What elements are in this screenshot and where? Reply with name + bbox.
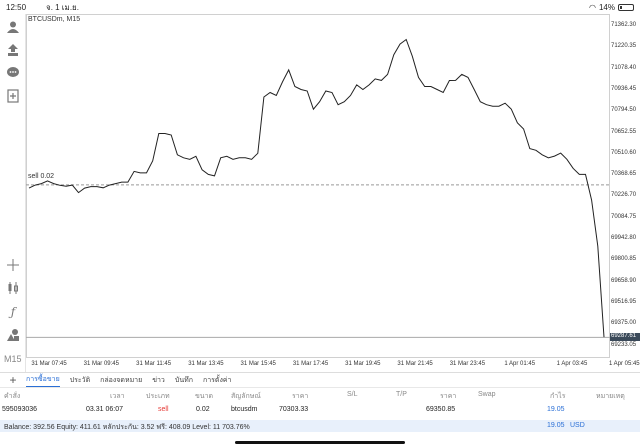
balance-text: Balance: 392.56 Equity: 411.61 หลักประกั… xyxy=(4,424,250,431)
timeframe-button[interactable]: M15 xyxy=(4,354,22,364)
y-tick-label: 69516.95 xyxy=(611,298,637,305)
y-tick-label: 69942.80 xyxy=(611,235,637,241)
y-tick-label: 69658.90 xyxy=(611,277,637,284)
tab-journal[interactable]: บันทึก xyxy=(174,376,193,384)
x-tick-label: 1 Apr 01:45 xyxy=(504,361,536,367)
status-date: จ. 1 เม.ย. xyxy=(46,2,79,12)
y-tick-label: 70226.70 xyxy=(611,192,637,199)
x-tick-label: 31 Mar 23:45 xyxy=(449,361,486,367)
y-tick-label: 70652.55 xyxy=(611,128,637,135)
y-tick-label: 69800.85 xyxy=(611,256,637,263)
col-size: ขนาด xyxy=(195,393,214,400)
x-tick-label: 1 Apr 03:45 xyxy=(556,361,588,367)
x-tick-label: 31 Mar 21:45 xyxy=(397,361,433,367)
trade-icon[interactable] xyxy=(4,41,22,59)
add-icon[interactable]: + xyxy=(9,373,17,387)
y-tick-label: 69233.05 xyxy=(611,341,637,348)
order-time: 03.31 06:07 xyxy=(86,406,123,413)
col-profit: กำไร xyxy=(550,393,566,400)
order-level-label: sell 0.02 xyxy=(28,173,55,180)
table-header: คำสั่ง เวลา ประเภท ขนาด สัญลักษณ์ ราคา S… xyxy=(0,390,640,402)
account-icon[interactable] xyxy=(4,18,22,36)
home-indicator xyxy=(235,441,405,444)
order-id: 595093036 xyxy=(2,406,38,413)
order-open-price: 70303.33 xyxy=(279,406,309,413)
status-right: ◠ 14% xyxy=(589,3,634,12)
order-profit: 19.05 xyxy=(547,406,565,413)
col-time: เวลา xyxy=(110,393,125,400)
x-tick-label: 31 Mar 11:45 xyxy=(136,361,172,367)
tab-trade[interactable]: การซื้อขาย xyxy=(26,374,60,387)
table-row[interactable]: 595093036 03.31 06:07 sell 0.02 btcusdm … xyxy=(0,405,640,417)
x-tick-label: 31 Mar 17:45 xyxy=(292,361,329,367)
objects-icon[interactable] xyxy=(4,326,22,344)
crosshair-icon[interactable] xyxy=(4,256,22,274)
y-tick-label: 71220.35 xyxy=(611,43,637,50)
order-current-price: 69350.85 xyxy=(426,406,456,413)
tab-history[interactable]: ประวัติ xyxy=(69,376,91,384)
status-bar: 12:50 จ. 1 เม.ย. ◠ 14% xyxy=(0,0,640,14)
x-tick-label: 31 Mar 19:45 xyxy=(345,361,381,367)
terminal-tabs: + การซื้อขาย ประวัติ กล่องจดหมาย ข่าว บั… xyxy=(0,372,640,388)
total-profit: 19.05 xyxy=(547,422,565,429)
x-tick-label: 31 Mar 13:45 xyxy=(188,361,224,367)
order-type: sell xyxy=(158,406,169,413)
currency-label: USD xyxy=(570,422,585,429)
y-tick-label: 70794.50 xyxy=(611,107,637,114)
col-open-price: ราคา xyxy=(292,393,309,400)
order-size: 0.02 xyxy=(196,406,210,413)
left-toolbar: ƒ M15 xyxy=(0,14,26,372)
x-tick-label: 31 Mar 09:45 xyxy=(83,361,119,367)
current-price-tag: 69287.61 xyxy=(610,333,640,342)
y-tick-label: 70936.45 xyxy=(611,85,637,92)
y-tick-label: 70510.60 xyxy=(611,149,637,156)
tab-news[interactable]: ข่าว xyxy=(152,376,165,384)
new-order-icon[interactable] xyxy=(4,87,22,105)
col-type: ประเภท xyxy=(146,393,170,400)
col-sl: S/L xyxy=(347,391,358,398)
price-chart[interactable]: BTCUSDm, M15 sell 0.02 71362.30 71220.35 7… xyxy=(26,14,640,372)
x-tick-label: 31 Mar 15:45 xyxy=(240,361,276,367)
y-tick-label: 69375.00 xyxy=(611,320,637,327)
col-comment: หมายเหตุ xyxy=(596,393,625,400)
status-time: 12:50 xyxy=(6,2,27,12)
battery-icon xyxy=(618,3,634,11)
y-tick-label: 70084.75 xyxy=(611,213,637,220)
chart-canvas xyxy=(26,14,610,358)
x-tick-label: 1 Apr 05:45 xyxy=(608,361,640,367)
candles-icon[interactable] xyxy=(4,279,22,297)
col-tp: T/P xyxy=(396,391,407,398)
battery-text: 14% xyxy=(598,2,615,12)
symbol-label: BTCUSDm, M15 xyxy=(28,16,81,23)
balance-bar: Balance: 392.56 Equity: 411.61 หลักประกั… xyxy=(0,420,640,432)
x-tick-label: 31 Mar 07:45 xyxy=(31,361,67,367)
indicators-icon[interactable]: ƒ xyxy=(10,305,16,319)
col-swap: Swap xyxy=(478,391,496,398)
order-symbol: btcusdm xyxy=(231,406,258,413)
col-order: คำสั่ง xyxy=(4,393,21,400)
y-tick-label: 71362.30 xyxy=(611,22,637,28)
col-price: ราคา xyxy=(440,393,457,400)
tab-mailbox[interactable]: กล่องจดหมาย xyxy=(100,376,143,384)
wifi-icon: ◠ xyxy=(589,2,596,12)
chat-icon[interactable] xyxy=(4,64,22,82)
tab-settings[interactable]: การตั้งค่า xyxy=(202,376,232,384)
y-tick-label: 71078.40 xyxy=(611,64,637,71)
price-line xyxy=(28,38,605,338)
y-tick-label: 70368.65 xyxy=(611,171,637,178)
chart-frame xyxy=(26,14,610,358)
col-symbol: สัญลักษณ์ xyxy=(231,393,261,400)
